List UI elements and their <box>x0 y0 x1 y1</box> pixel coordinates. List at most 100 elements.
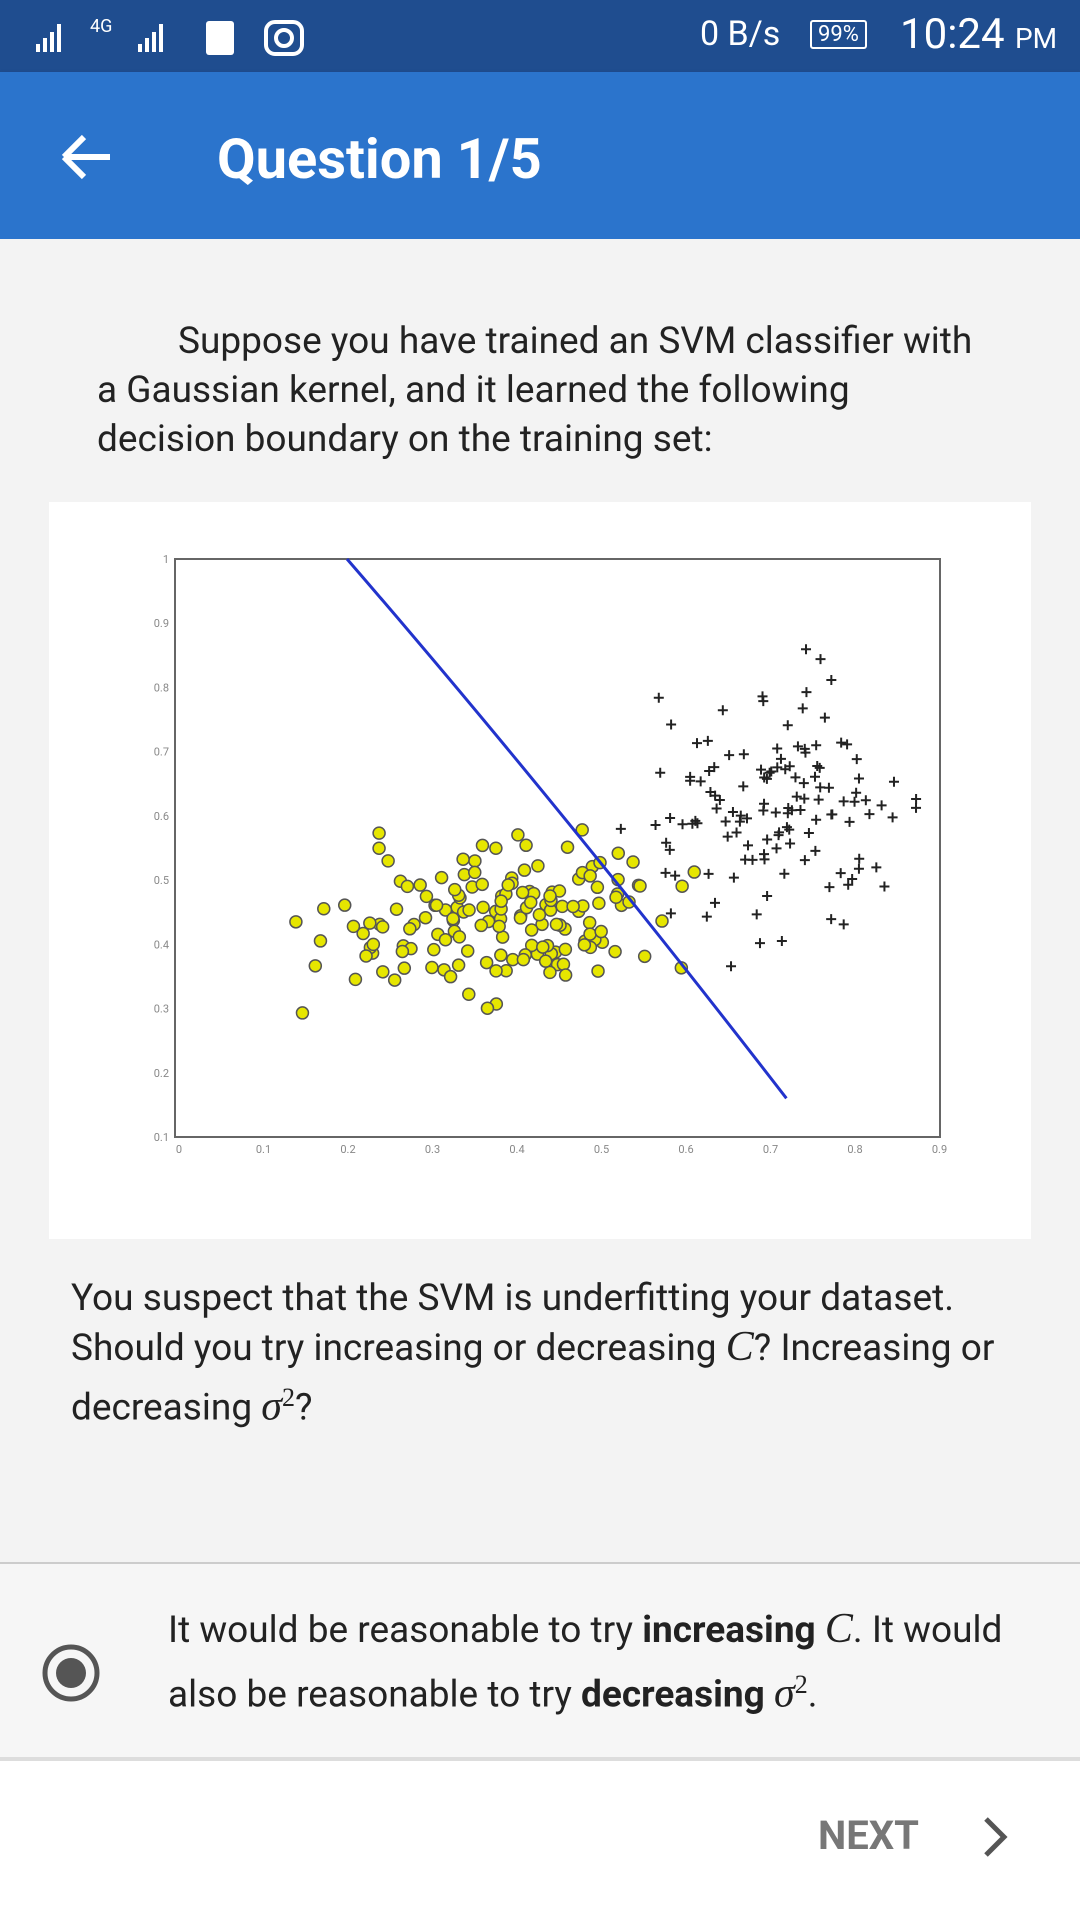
scatter-circle <box>591 964 605 978</box>
scatter-plus <box>727 807 738 818</box>
scatter-circle <box>536 940 550 954</box>
scatter-circle <box>475 877 489 892</box>
y-tick-label: 0.2 <box>154 1067 169 1080</box>
scatter-plus <box>695 776 706 787</box>
scatter-plus <box>847 874 858 885</box>
scatter-plus <box>792 741 803 752</box>
text: . <box>807 1673 818 1717</box>
scatter-plus <box>714 794 725 805</box>
back-button[interactable] <box>58 132 114 182</box>
scatter-plus <box>835 868 846 879</box>
scatter-circle <box>543 889 557 903</box>
scatter-circle <box>474 918 488 933</box>
scatter-circle <box>359 949 373 963</box>
math: C <box>824 1606 853 1652</box>
text: ? <box>295 1386 313 1430</box>
scatter-circle <box>308 959 323 973</box>
scatter-plus <box>685 771 696 782</box>
question-area: Suppose you have trained an SVM classifi… <box>0 239 1080 1562</box>
scatter-plus <box>887 812 898 823</box>
scatter-circle <box>476 900 490 915</box>
scatter-plus <box>803 828 814 839</box>
scatter-circle <box>434 870 449 885</box>
scatter-circle <box>560 840 575 854</box>
x-tick-label: 0.7 <box>763 1143 778 1156</box>
scatter-plus <box>783 803 794 814</box>
scatter-plus <box>826 914 837 925</box>
y-tick-label: 0.6 <box>154 810 169 823</box>
scatter-plus <box>815 782 826 793</box>
scatter-circle <box>531 859 545 873</box>
scatter-plus <box>809 771 820 782</box>
scatter-plus <box>844 816 855 827</box>
scatter-circle <box>295 1006 310 1020</box>
scatter-circle <box>626 855 640 869</box>
answer-option[interactable]: It would be reasonable to try increasing… <box>0 1562 1080 1761</box>
plot-image: 1 0.9 0.8 0.7 0.6 0.5 0.4 0.3 0.2 0.1 0 0.1 0.2 0.3 0.… <box>49 502 1031 1239</box>
scatter-circle <box>317 901 331 916</box>
scatter-plus <box>780 764 791 775</box>
scatter-circle <box>429 898 444 913</box>
scatter-plus <box>738 781 749 792</box>
decision-boundary <box>345 558 788 1100</box>
scatter-plus <box>851 754 862 765</box>
scatter-circle <box>523 895 538 910</box>
scatter-circle <box>611 846 626 860</box>
y-tick-label: 0.8 <box>154 681 169 694</box>
scatter-plus <box>776 936 787 947</box>
scatter-plus <box>888 776 899 787</box>
am-pm: PM <box>1015 22 1058 55</box>
scatter-circle <box>515 885 530 900</box>
scatter-plus <box>876 800 887 811</box>
x-tick-label: 0.8 <box>847 1143 862 1156</box>
scatter-plus <box>764 767 775 778</box>
scatter-plus <box>670 870 681 881</box>
scatter-circle <box>524 923 539 937</box>
scatter-plus <box>795 804 806 815</box>
scatter-circle <box>289 915 303 929</box>
scatter-plus <box>615 823 626 834</box>
scatter-plus <box>819 712 830 723</box>
x-tick-label: 0.5 <box>594 1143 609 1156</box>
scatter-plus <box>660 867 671 878</box>
scatter-circle <box>566 899 580 914</box>
scatter-plus <box>854 853 865 864</box>
scatter-plus <box>743 840 754 851</box>
clock: 10:24 PM <box>900 10 1057 59</box>
scatter-plus <box>911 802 922 813</box>
scatter-plus <box>759 854 770 865</box>
scatter-plus <box>798 778 809 789</box>
scatter-plus <box>842 739 853 750</box>
status-icons: 4G <box>36 18 304 56</box>
scatter-circle <box>375 920 390 934</box>
scatter-plus <box>782 720 793 731</box>
option-text: It would be reasonable to try increasing… <box>168 1602 1048 1722</box>
scatter-circle <box>400 879 415 894</box>
scatter-circle <box>381 854 395 868</box>
text: You suspect that the SVM is underfitting… <box>71 1277 955 1370</box>
scatter-plus <box>761 773 772 784</box>
scatter-plus <box>703 868 714 879</box>
scatter-plus <box>665 908 676 919</box>
scatter-plus <box>779 868 790 879</box>
scatter-plus <box>711 803 722 814</box>
next-chevron[interactable] <box>980 1815 1010 1859</box>
scatter-plus <box>731 827 742 838</box>
text: . It would also be reasonable to try <box>168 1609 1003 1717</box>
scatter-plus <box>726 961 737 972</box>
question-intro: Suppose you have trained an SVM classifi… <box>97 320 973 461</box>
radio-selected[interactable] <box>40 1642 102 1704</box>
scatter-circle <box>609 890 623 905</box>
scatter-circle <box>543 965 557 980</box>
scatter-plus <box>812 760 823 771</box>
scatter-plus <box>772 762 783 773</box>
x-tick-label: 0.2 <box>340 1143 355 1156</box>
scatter-circle <box>427 942 441 957</box>
scatter-plus <box>734 816 745 827</box>
scatter-circle <box>480 1001 495 1015</box>
scatter-circle <box>348 972 363 987</box>
scatter-circle <box>538 954 553 968</box>
x-tick-label: 0.6 <box>678 1143 693 1156</box>
next-button[interactable]: NEXT <box>818 1812 919 1859</box>
scatter-circle <box>511 828 525 842</box>
